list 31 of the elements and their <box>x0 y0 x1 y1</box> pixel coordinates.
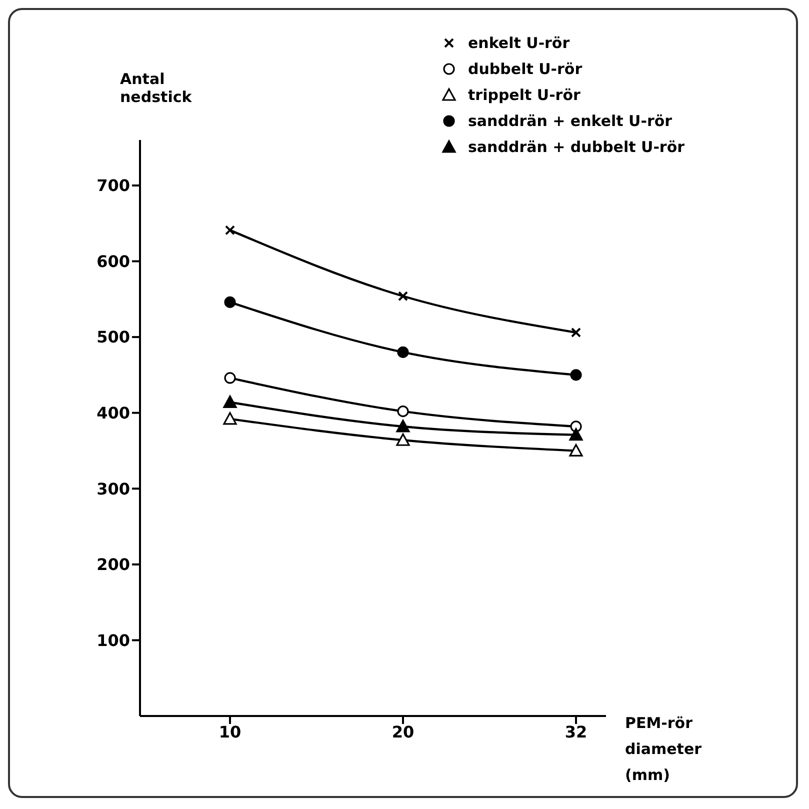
legend-label: dubbelt U-rör <box>468 60 582 78</box>
y-tick-label: 200 <box>96 555 130 574</box>
x-tick-label: 20 <box>392 722 414 742</box>
y-tick-label: 600 <box>96 252 130 271</box>
y-tick-label: 100 <box>96 630 130 650</box>
point <box>225 225 235 236</box>
x-tick-label: 32 <box>564 722 588 742</box>
y-tick-label: 500 <box>96 328 130 347</box>
point <box>398 291 408 302</box>
point <box>396 420 410 432</box>
point <box>571 328 581 338</box>
point <box>570 369 582 381</box>
point <box>397 406 409 418</box>
legend-label: enkelt U-rör <box>468 34 570 52</box>
legend-label: sanddrän + enkelt U-rör <box>468 112 672 130</box>
legend-label: trippelt U-rör <box>468 86 580 104</box>
legend-label: sanddrän + dubbelt U-rör <box>468 138 685 156</box>
x-axis-title: PEM-rör diameter (mm) <box>625 713 703 786</box>
point <box>569 444 583 457</box>
y-tick-label: 400 <box>96 404 130 423</box>
y-tick-label: 700 <box>96 176 130 196</box>
point <box>396 433 410 446</box>
point <box>223 412 237 425</box>
point <box>224 296 236 308</box>
point <box>223 395 237 408</box>
point <box>397 346 409 358</box>
x-tick-label: 10 <box>218 722 242 742</box>
point <box>224 372 236 384</box>
y-tick-label: 300 <box>96 479 130 498</box>
y-axis-title: Antal nedstick <box>120 70 193 106</box>
point <box>569 428 583 441</box>
